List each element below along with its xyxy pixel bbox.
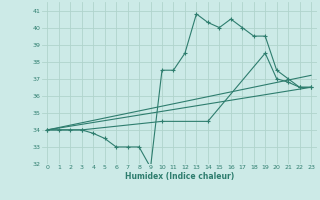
X-axis label: Humidex (Indice chaleur): Humidex (Indice chaleur) xyxy=(124,172,234,181)
